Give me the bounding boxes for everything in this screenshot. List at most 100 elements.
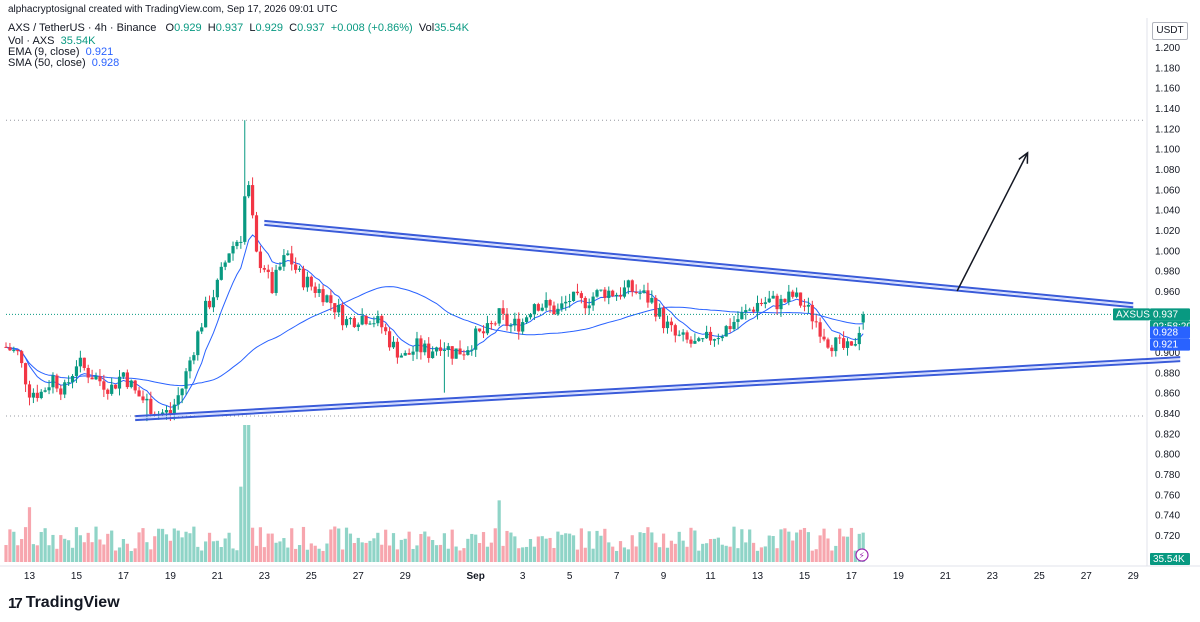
candle-body (481, 331, 486, 334)
volume-bar (524, 546, 529, 562)
volume-bar (82, 542, 86, 562)
candle-body (661, 308, 666, 329)
volume-bar (364, 542, 368, 562)
candle-body (4, 346, 8, 348)
volume-bar (693, 530, 697, 562)
candle-body (86, 367, 90, 378)
quote-unit-button[interactable]: USDT (1152, 22, 1188, 40)
candle-body (442, 349, 446, 351)
y-tick-label: 0.800 (1155, 450, 1180, 461)
volume-bar (423, 531, 427, 562)
candle-body (196, 331, 200, 356)
candle-body (305, 276, 309, 288)
candle-body (168, 410, 172, 414)
volume-bar (176, 530, 180, 562)
candle-body (294, 264, 298, 270)
candle-body (431, 351, 435, 359)
ema-legend[interactable]: EMA (9, close) 0.921 (8, 46, 113, 59)
candle-body (258, 251, 263, 269)
volume-bar (579, 528, 583, 562)
candle-body (39, 391, 43, 399)
candle-body (427, 343, 431, 359)
sma-legend[interactable]: SMA (50, close) 0.928 (8, 57, 119, 70)
volume-bar (63, 538, 67, 562)
low-label: L (249, 22, 256, 34)
candle-body (779, 298, 783, 310)
candle-body (798, 292, 803, 306)
volume-bar (650, 532, 654, 562)
candle-body (180, 388, 184, 396)
candle-body (403, 352, 407, 356)
candle-body (607, 290, 611, 298)
volume-bar (818, 535, 822, 562)
candle-body (372, 323, 376, 325)
volume-value: 35.54K (434, 22, 470, 34)
ema-tag-text: 0.921 (1153, 340, 1178, 351)
candle-body (524, 317, 529, 323)
volume-bar (258, 527, 263, 562)
candle-body (595, 290, 599, 297)
x-tick-label: 17 (846, 571, 858, 582)
candle-body (681, 332, 685, 335)
upper-trendline (264, 222, 1134, 306)
y-tick-label: 0.780 (1155, 470, 1180, 481)
candle-body (470, 349, 474, 351)
volume-bar (411, 548, 415, 562)
tradingview-logo-icon: 17 (8, 594, 23, 612)
volume-bar (47, 545, 51, 562)
volume-legend[interactable]: Vol · AXS 35.54K (8, 35, 95, 48)
candle-body (838, 337, 842, 339)
y-tick-label: 1.140 (1155, 104, 1180, 115)
x-tick-label: 5 (567, 571, 573, 582)
volume-bar (70, 547, 75, 562)
volume-bar (513, 536, 517, 562)
x-tick-label: 29 (400, 571, 412, 582)
volume-bar (669, 540, 673, 562)
volume-bar (763, 546, 767, 562)
volume-bar (231, 548, 235, 562)
volume-bar (755, 550, 760, 562)
ema-value: 0.921 (85, 46, 114, 58)
candle-body (521, 322, 525, 332)
volume-bar (701, 543, 705, 562)
candle-body (106, 389, 110, 394)
candle-body (689, 339, 693, 344)
volume-bar (51, 534, 55, 562)
candle-body (352, 318, 356, 328)
volume-bar (215, 540, 219, 562)
candle-body (693, 340, 697, 344)
volume-bar (309, 543, 313, 562)
volume-bar (200, 550, 204, 562)
candle-body (646, 290, 650, 303)
volume-bar (775, 548, 779, 562)
high-value: 0.937 (215, 22, 244, 34)
volume-bar (638, 532, 642, 562)
candle-body (329, 295, 333, 304)
candle-body (145, 398, 149, 401)
volume-bar (391, 533, 396, 562)
volume-bar (180, 537, 184, 562)
candle-body (67, 382, 71, 384)
volume-bar (329, 529, 333, 562)
volume-bar (16, 545, 20, 562)
candle-body (701, 338, 705, 340)
volume-bar (795, 532, 799, 562)
candle-body (802, 305, 807, 307)
volume-bar (798, 529, 803, 562)
candle-body (364, 315, 368, 325)
candle-body (176, 395, 180, 405)
volume-bar (571, 535, 576, 562)
x-tick-label: 15 (799, 571, 811, 582)
candle-body (380, 316, 384, 328)
volume-bar (716, 537, 720, 562)
candle-body (341, 304, 345, 326)
candle-body (125, 372, 129, 388)
volume-bar (192, 526, 196, 562)
volume-bar (110, 530, 114, 562)
volume-bar (536, 536, 540, 562)
symbol-legend[interactable]: AXS / TetherUS · 4h · Binance O0.929 H0.… (8, 22, 469, 35)
x-tick-label: 15 (71, 571, 83, 582)
x-tick-label: 13 (24, 571, 36, 582)
candle-body (274, 269, 278, 293)
